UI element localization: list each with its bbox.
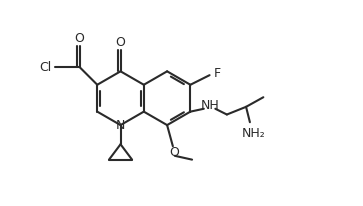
Text: O: O	[75, 32, 85, 45]
Text: O: O	[115, 36, 126, 49]
Text: N: N	[116, 119, 125, 132]
Text: NH: NH	[201, 99, 220, 112]
Text: F: F	[214, 67, 221, 80]
Text: NH₂: NH₂	[242, 127, 266, 140]
Text: Cl: Cl	[39, 61, 51, 74]
Text: O: O	[169, 146, 179, 159]
